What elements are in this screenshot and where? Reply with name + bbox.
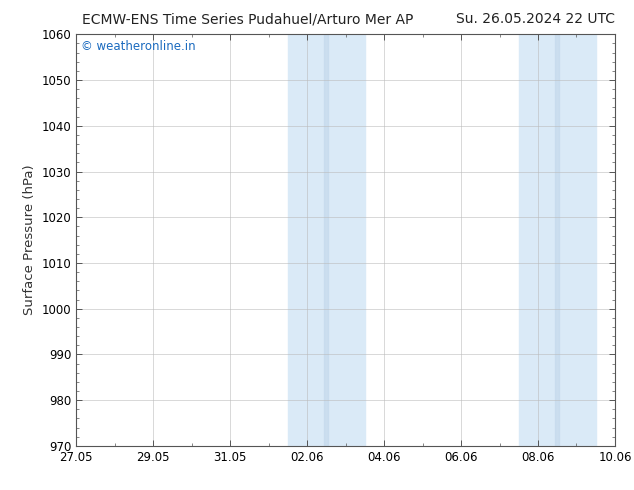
Text: Su. 26.05.2024 22 UTC: Su. 26.05.2024 22 UTC: [456, 12, 615, 26]
Text: ECMW-ENS Time Series Pudahuel/Arturo Mer AP: ECMW-ENS Time Series Pudahuel/Arturo Mer…: [82, 12, 414, 26]
Text: © weatheronline.in: © weatheronline.in: [81, 41, 196, 53]
Y-axis label: Surface Pressure (hPa): Surface Pressure (hPa): [23, 165, 36, 316]
Bar: [288, 34, 365, 446]
Bar: [555, 34, 559, 446]
Bar: [325, 34, 328, 446]
Bar: [519, 34, 596, 446]
